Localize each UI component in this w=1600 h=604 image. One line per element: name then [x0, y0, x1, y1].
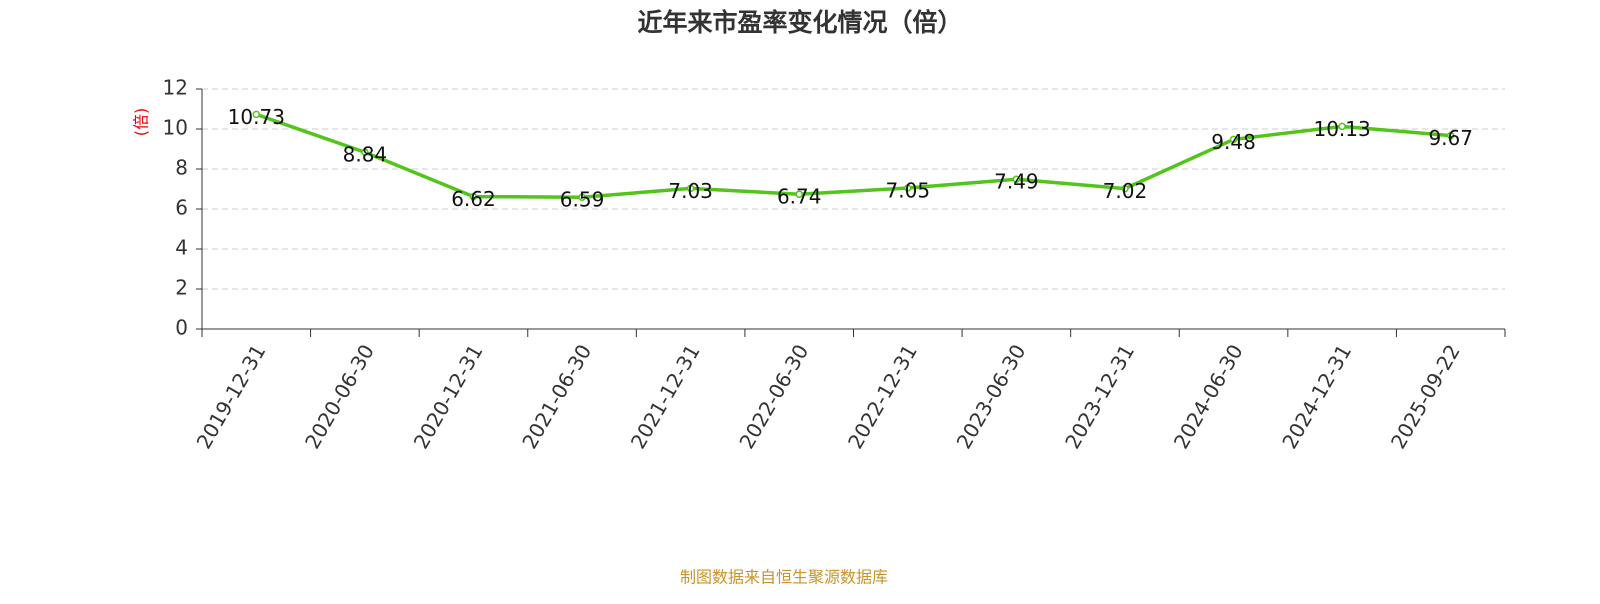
data-label: 6.62 [451, 187, 496, 211]
data-point [1446, 131, 1455, 140]
data-point [1121, 184, 1129, 193]
data-point [361, 148, 369, 156]
chart-title: 近年来市盈率变化情况（倍） [637, 8, 962, 37]
data-point [1338, 122, 1346, 131]
data-point [1229, 135, 1238, 144]
x-tick-label: 2023-12-31 [1060, 340, 1139, 453]
data-label: 6.59 [560, 188, 605, 212]
y-tick-label: 10 [163, 116, 188, 140]
y-axis-label: (倍) [132, 108, 151, 137]
data-label: 7.03 [668, 179, 713, 203]
data-label: 6.74 [777, 185, 822, 209]
y-tick-label: 2 [175, 276, 188, 300]
data-label: 10.13 [1313, 117, 1370, 141]
x-tick-label: 2024-12-31 [1277, 340, 1356, 453]
x-tick-label: 2019-12-31 [191, 340, 270, 453]
y-tick-label: 4 [175, 236, 188, 260]
data-point [578, 193, 586, 201]
data-point [795, 190, 803, 198]
data-point [1012, 175, 1021, 183]
data-label: 9.67 [1428, 126, 1473, 150]
y-tick-label: 6 [175, 196, 188, 220]
x-tick-label: 2022-06-30 [734, 340, 813, 453]
data-label: 7.02 [1103, 179, 1148, 203]
y-tick-label: 0 [175, 316, 188, 340]
data-point [252, 110, 261, 119]
source-note: 制图数据来自恒生聚源数据库 [680, 568, 888, 587]
data-label: 9.48 [1211, 130, 1256, 154]
x-tick-label: 2022-12-31 [843, 340, 922, 453]
data-label: 7.49 [994, 170, 1039, 194]
x-tick-label: 2020-12-31 [409, 340, 488, 453]
x-tick-label: 2021-12-31 [626, 340, 705, 453]
x-tick-label: 2025-09-22 [1386, 340, 1465, 453]
data-label: 8.84 [343, 143, 388, 167]
x-tick-label: 2023-06-30 [952, 340, 1031, 453]
data-label: 10.73 [228, 105, 285, 129]
data-label: 7.05 [886, 179, 931, 203]
x-tick-label: 2021-06-30 [517, 340, 596, 453]
y-tick-label: 12 [163, 76, 188, 100]
data-point [469, 192, 478, 201]
data-point [904, 184, 912, 192]
y-tick-label: 8 [175, 156, 188, 180]
data-line [255, 112, 1451, 199]
data-point [686, 184, 695, 193]
x-tick-label: 2024-06-30 [1169, 340, 1248, 453]
x-tick-label: 2020-06-30 [300, 340, 379, 453]
